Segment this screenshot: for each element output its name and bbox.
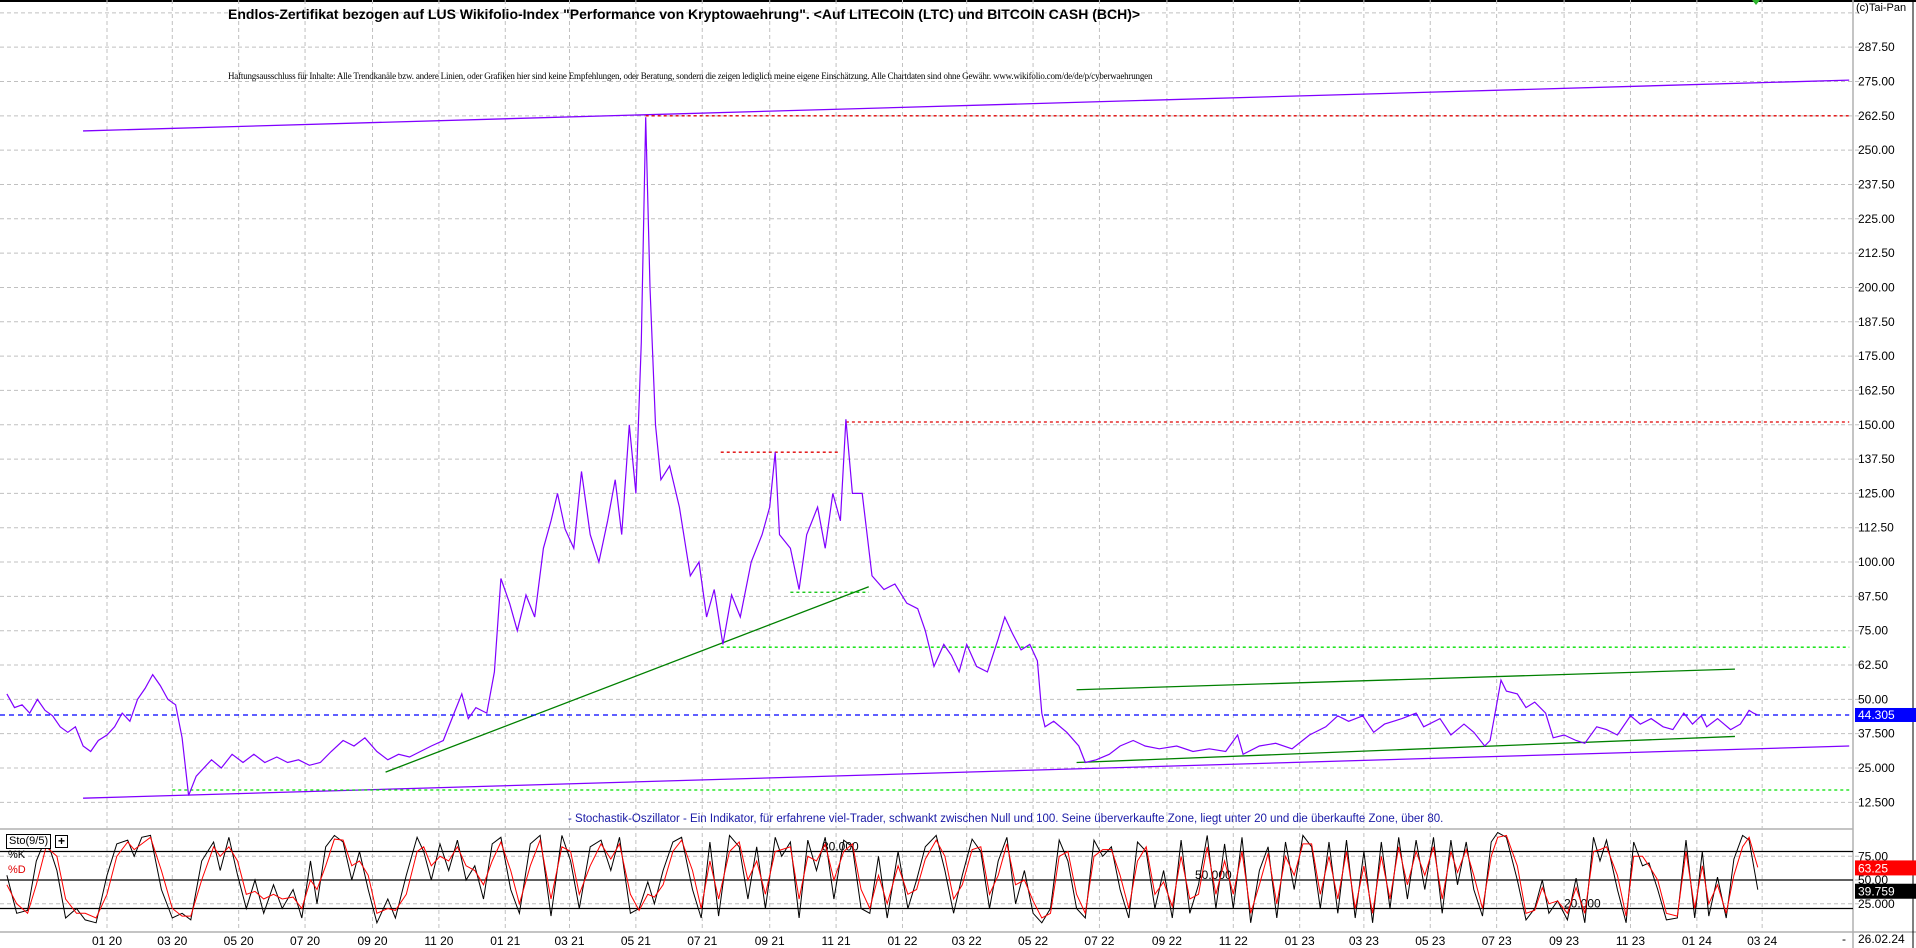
x-tick-label: 01 24 [1682,934,1712,948]
y-tick-label: 150.00 [1858,418,1895,432]
x-axis: 01 20 03 20 05 20 07 20 09 20 11 20 01 21 03 21… [92,934,1778,948]
last-d-box [1855,860,1916,876]
stoch-k-line [6,831,1759,925]
y-tick-label: 50.00 [1858,692,1888,706]
copyright-label: (c)Tai-Pan [1856,2,1907,14]
stoch-d-line [6,834,1759,919]
x-tick-label: 11 21 [822,934,851,948]
price-line [6,117,1759,796]
trendline-upper-channel-purple [83,79,1850,132]
legend-d: %D [8,864,26,876]
x-tick-label: 07 20 [290,934,320,948]
plus-icon[interactable]: + [55,835,68,848]
x-tick-label: 03 20 [157,934,187,948]
x-tick-label: 11 20 [424,934,453,948]
stochastic-description: - Stochastik-Oszillator - Ein Indikator,… [568,813,1444,825]
stoch-tick-label: 75.00 [1858,849,1888,863]
y-tick-label: 212.50 [1858,246,1895,260]
last-date-label: 26.02.24 [1858,932,1905,946]
y-tick-label: 262.50 [1858,109,1895,123]
y-tick-label: 287.50 [1858,40,1895,54]
y-tick-label: 162.50 [1858,383,1895,397]
x-tick-label: 01 21 [490,934,520,948]
y-tick-label: 87.50 [1858,589,1888,603]
chart-title: Endlos-Zertifikat bezogen auf LUS Wikifo… [228,6,1141,22]
last-price-label: 44.305 [1858,708,1895,722]
trendline-support-green [385,586,869,773]
y-tick-label: 187.50 [1858,315,1895,329]
x-tick-label: 09 20 [358,934,388,948]
trendline-channel-lower-green [1076,735,1735,764]
last-d-label: 63.25 [1858,861,1888,875]
y-tick-label: 200.00 [1858,280,1895,294]
x-tick-label: 05 23 [1415,934,1445,948]
x-tick-label: 01 23 [1285,934,1315,948]
y-tick-label: 125.00 [1858,486,1895,500]
x-tick-label: 11 23 [1616,934,1645,948]
last-k-label: 39.759 [1858,885,1895,899]
x-tick-label: 03 24 [1747,934,1777,948]
x-tick-label: 09 21 [755,934,785,948]
stochastic-panel: 80.000 50.000 20.000 [0,831,1853,925]
y-axis: 12.500 25.000 37.500 50.00 62.50 75.00 87.50 10… [1752,0,1916,911]
trendlines [0,79,1850,799]
y-tick-label: 175.00 [1858,349,1895,363]
y-tick-label: 112.50 [1858,521,1894,535]
y-tick-label: 275.00 [1858,75,1895,89]
y-tick-label: 75.00 [1858,624,1888,638]
y-tick-label: 137.50 [1858,452,1895,466]
stoch-level-label: 50.000 [1195,868,1232,882]
x-tick-label: 07 23 [1482,934,1512,948]
trendline-channel-upper-green [1076,668,1735,691]
y-tick-label: 225.00 [1858,212,1895,226]
last-price-box [1855,707,1916,722]
stoch-tick-label: 25.000 [1858,897,1895,911]
y-tick-label: 37.500 [1858,727,1895,741]
indicator-label[interactable]: Sto(9/5) [6,834,52,849]
last-k-box [1855,883,1916,899]
price-series [6,117,1759,796]
legend-k: %K [8,849,26,861]
x-tick-label: 03 23 [1349,934,1379,948]
x-tick-label: 05 22 [1018,934,1048,948]
x-tick-label: 07 21 [687,934,717,948]
x-tick-label: 03 22 [952,934,982,948]
x-tick-label: 09 23 [1549,934,1579,948]
x-tick-label: 11 22 [1219,934,1248,948]
x-tick-label: 03 21 [554,934,584,948]
stoch-level-label: 20.000 [1564,897,1601,911]
minus-label: - [1842,932,1846,946]
y-tick-label: 250.00 [1858,143,1895,157]
stoch-tick-label: 50.00 [1858,873,1888,887]
x-tick-label: 05 21 [621,934,651,948]
x-tick-label: 09 22 [1152,934,1182,948]
y-tick-label: 12.500 [1858,795,1895,809]
x-tick-label: 01 20 [92,934,122,948]
y-tick-label: 100.00 [1858,555,1895,569]
y-tick-label: 237.50 [1858,177,1895,191]
marker-triangle-icon [1752,0,1760,5]
disclaimer-text: Haftungsausschluss für Inhalte: Alle Tre… [228,71,1153,81]
x-tick-label: 01 22 [887,934,917,948]
y-tick-label: 62.50 [1858,658,1888,672]
x-tick-label: 05 20 [224,934,254,948]
y-tick-label: 25.000 [1858,761,1895,775]
stoch-level-label: 80.000 [822,840,859,854]
x-tick-label: 07 22 [1084,934,1114,948]
